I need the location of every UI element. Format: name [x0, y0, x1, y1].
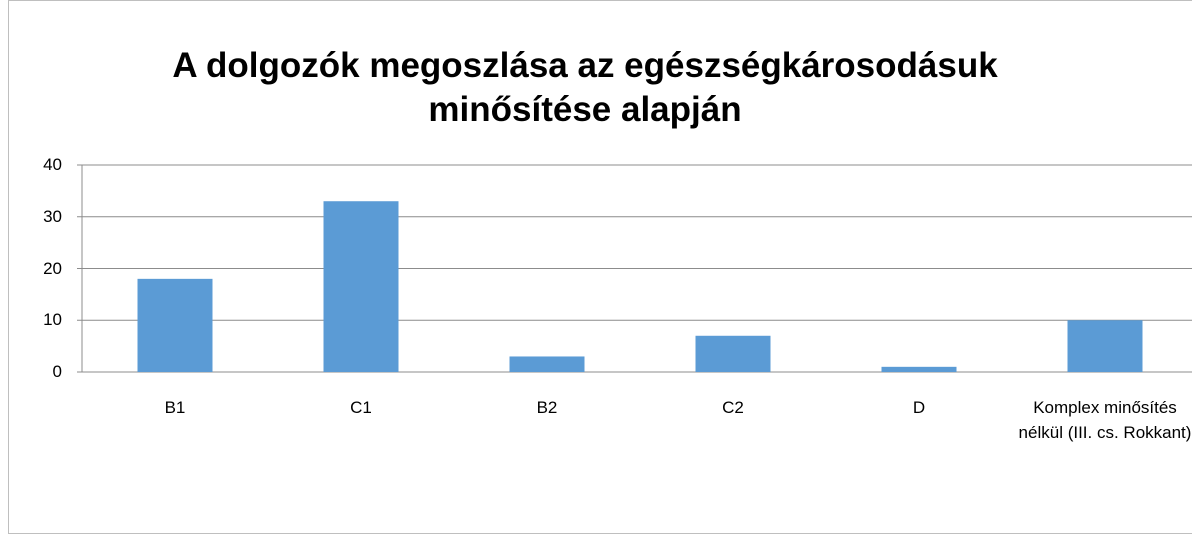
- y-tick-label: 30: [43, 206, 62, 226]
- y-tick-label: 40: [43, 155, 62, 174]
- bar: [323, 201, 399, 372]
- bar: [509, 356, 585, 372]
- x-tick-label: C1: [350, 398, 372, 417]
- chart-frame: [8, 0, 1192, 534]
- x-tick-label: B1: [164, 398, 186, 417]
- y-tick-label: 0: [52, 362, 62, 381]
- y-tick-label: 20: [43, 258, 62, 278]
- x-tick-label: Komplex minősítés nélkül (III. cs. Rokka…: [1018, 398, 1192, 442]
- y-tick-label: 10: [43, 310, 62, 330]
- bar: [881, 366, 957, 372]
- bar: [695, 335, 771, 372]
- chart-title: A dolgozók megoszlása az egészségkárosod…: [172, 46, 998, 129]
- bar: [1067, 320, 1143, 372]
- x-tick-label: D: [912, 398, 926, 417]
- x-tick-label: C2: [722, 398, 744, 417]
- x-tick-label: B2: [536, 398, 558, 417]
- bar: [137, 278, 213, 372]
